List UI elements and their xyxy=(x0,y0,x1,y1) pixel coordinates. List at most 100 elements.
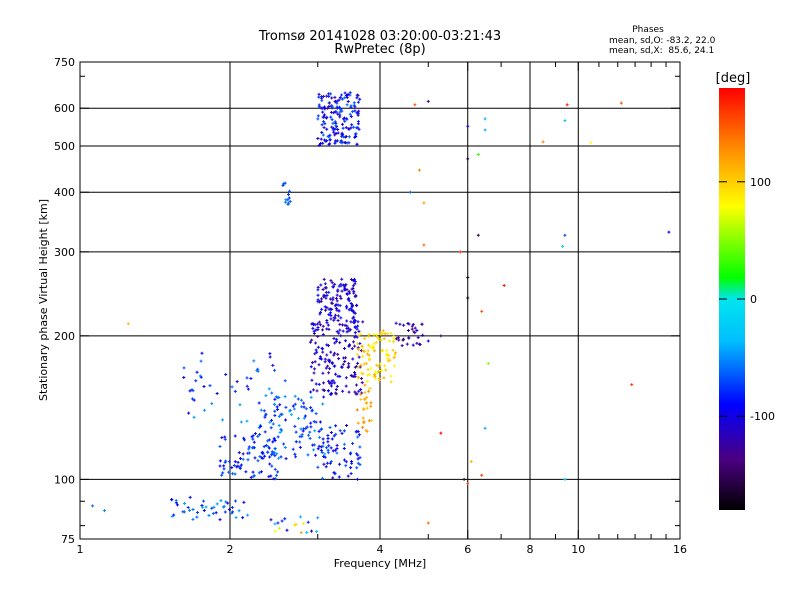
data-point xyxy=(321,444,325,448)
data-point xyxy=(353,282,357,286)
data-point xyxy=(238,403,242,407)
data-point xyxy=(345,326,349,330)
data-point xyxy=(233,460,237,464)
data-point xyxy=(361,425,365,429)
data-point xyxy=(277,456,281,460)
data-point xyxy=(331,476,335,480)
data-point xyxy=(201,505,205,509)
data-point xyxy=(353,371,357,375)
data-point xyxy=(202,499,206,503)
data-point xyxy=(224,459,228,463)
data-point xyxy=(345,304,349,308)
data-point xyxy=(319,310,323,314)
data-point xyxy=(358,365,362,369)
data-point xyxy=(320,131,324,135)
data-point xyxy=(242,500,246,504)
data-point xyxy=(259,408,263,412)
data-point xyxy=(231,510,235,514)
data-point xyxy=(379,332,383,336)
data-point xyxy=(382,337,386,341)
data-point xyxy=(311,323,315,327)
data-point xyxy=(324,465,328,469)
data-point xyxy=(349,472,353,476)
data-point xyxy=(392,356,396,360)
data-point xyxy=(356,320,360,324)
data-point xyxy=(439,431,443,435)
data-point xyxy=(191,517,195,521)
data-point xyxy=(315,389,319,393)
data-point xyxy=(332,130,336,134)
data-point xyxy=(317,320,321,324)
data-point xyxy=(356,100,360,104)
data-point xyxy=(323,107,327,111)
data-point xyxy=(483,117,487,121)
data-point xyxy=(353,135,357,139)
data-point xyxy=(329,393,333,397)
data-point xyxy=(476,152,480,156)
data-point xyxy=(329,430,333,434)
data-point xyxy=(319,445,323,449)
data-point xyxy=(302,401,306,405)
data-point xyxy=(284,200,288,204)
data-point xyxy=(309,425,313,429)
data-point xyxy=(356,435,360,439)
data-point xyxy=(407,336,411,340)
data-point xyxy=(328,461,332,465)
data-point xyxy=(333,127,337,131)
data-point xyxy=(310,322,314,326)
data-point xyxy=(353,105,357,109)
data-point xyxy=(388,358,392,362)
data-point xyxy=(298,445,302,449)
data-point xyxy=(366,379,370,383)
data-point xyxy=(333,341,337,345)
data-point xyxy=(316,114,320,118)
data-point xyxy=(345,330,349,334)
data-point xyxy=(323,357,327,361)
data-point xyxy=(103,509,107,513)
data-point xyxy=(270,418,274,422)
data-point xyxy=(337,309,341,313)
data-point xyxy=(313,352,317,356)
data-point xyxy=(291,447,295,451)
data-point xyxy=(374,333,378,337)
data-point xyxy=(345,292,349,296)
data-point xyxy=(376,370,380,374)
data-point xyxy=(376,335,380,339)
data-point xyxy=(486,361,490,365)
data-point xyxy=(338,429,342,433)
data-point xyxy=(283,181,287,185)
data-point xyxy=(252,359,256,363)
data-point xyxy=(351,316,355,320)
data-point xyxy=(347,127,351,131)
data-point xyxy=(319,448,323,452)
data-point xyxy=(301,522,305,526)
data-point xyxy=(563,477,567,481)
data-point xyxy=(338,462,342,466)
tick-labels: 1 2 4 6 8 10 16 75 100 200 300 400 500 600 750 xyxy=(54,56,687,556)
data-point xyxy=(247,451,251,455)
data-point xyxy=(230,466,234,470)
data-point xyxy=(340,93,344,97)
data-point xyxy=(269,518,273,522)
data-point xyxy=(346,100,350,104)
data-point xyxy=(327,101,331,105)
data-point xyxy=(373,374,377,378)
data-point xyxy=(322,462,326,466)
data-point xyxy=(318,435,322,439)
data-point xyxy=(335,384,339,388)
data-point xyxy=(349,114,353,118)
data-point xyxy=(321,347,325,351)
data-point xyxy=(352,321,356,325)
data-point xyxy=(343,346,347,350)
data-point xyxy=(341,122,345,126)
data-point xyxy=(313,429,317,433)
data-point xyxy=(357,334,361,338)
data-point xyxy=(313,367,317,371)
data-point xyxy=(196,511,200,515)
data-point xyxy=(323,305,327,309)
data-point xyxy=(317,92,321,96)
data-point xyxy=(314,412,318,416)
data-point xyxy=(284,405,288,409)
data-point xyxy=(321,110,325,114)
data-point xyxy=(357,329,361,333)
